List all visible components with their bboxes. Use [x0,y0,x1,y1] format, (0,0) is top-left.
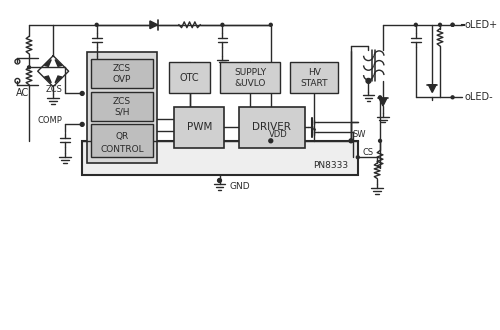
Polygon shape [379,98,387,106]
Circle shape [221,23,224,26]
Text: CS: CS [362,148,374,157]
Circle shape [378,139,382,142]
Circle shape [451,23,454,26]
Bar [91,124,153,157]
Circle shape [350,139,352,142]
Text: GND: GND [229,182,250,191]
Text: ZCS: ZCS [113,64,131,73]
Circle shape [356,156,360,159]
Circle shape [451,96,454,99]
Text: PWM: PWM [186,122,212,132]
Polygon shape [150,21,158,29]
Text: SUPPLY: SUPPLY [234,68,266,77]
Bar [91,91,153,120]
Polygon shape [55,60,62,66]
Circle shape [366,79,371,83]
Text: OVP: OVP [112,75,131,84]
Circle shape [80,91,84,95]
Bar [290,62,339,93]
Bar [239,107,304,148]
Bar [91,59,153,88]
Circle shape [349,139,353,143]
Bar [87,52,156,163]
Text: DRIVER: DRIVER [252,122,291,132]
Text: S/H: S/H [114,108,130,117]
Bar [174,107,224,148]
Circle shape [269,139,272,143]
Circle shape [218,179,222,182]
Polygon shape [55,76,62,83]
Text: VDD: VDD [269,130,287,139]
Circle shape [414,23,418,26]
Text: oLED-: oLED- [464,92,493,102]
Bar [220,62,280,93]
Bar [169,62,210,93]
Circle shape [270,23,272,26]
Text: HV: HV [308,68,320,77]
Text: CONTROL: CONTROL [100,145,144,153]
Polygon shape [44,76,52,83]
Text: AC: AC [16,88,28,98]
Text: COMP: COMP [38,116,63,125]
Circle shape [80,122,84,126]
Text: QR: QR [115,132,128,141]
Text: ZCS: ZCS [46,85,63,94]
Circle shape [96,23,98,26]
Polygon shape [428,85,436,92]
Text: ZCS: ZCS [113,97,131,106]
Text: oLED+: oLED+ [464,20,498,30]
Polygon shape [44,60,52,66]
Text: PN8333: PN8333 [313,160,348,170]
Text: SW: SW [353,130,366,139]
Circle shape [438,23,442,26]
Text: OTC: OTC [180,73,200,83]
Circle shape [451,23,454,26]
Circle shape [28,66,30,69]
Bar [82,141,358,175]
Circle shape [378,96,382,99]
Text: START: START [300,79,328,88]
Text: &UVLO: &UVLO [235,79,266,88]
